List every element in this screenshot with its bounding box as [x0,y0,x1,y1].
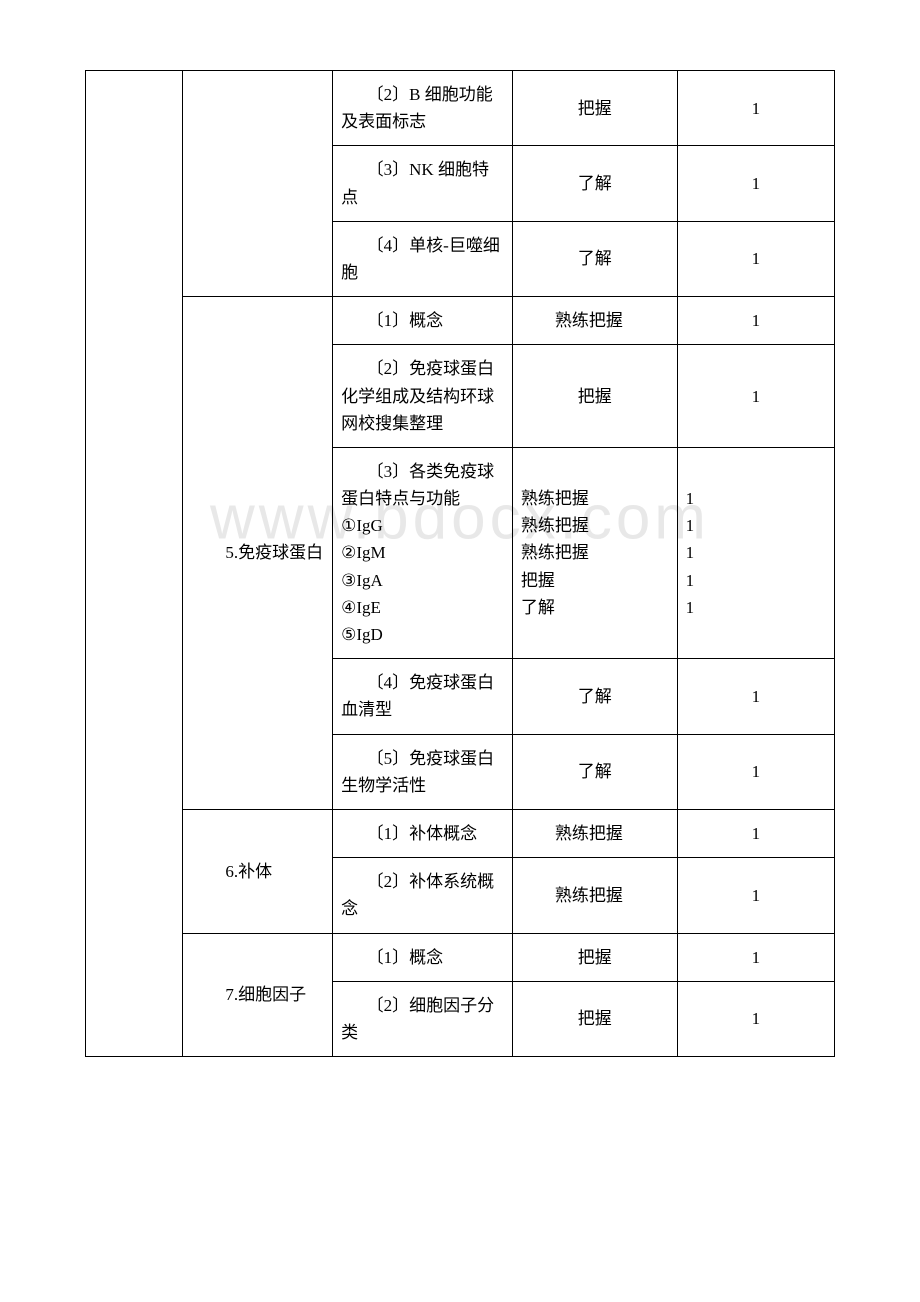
cell-content: 〔1〕补体概念 [333,809,513,857]
cell-subcategory [183,71,333,297]
cell-weight: 1 [677,146,834,221]
cell-level: 了解 [512,146,677,221]
table-row: 〔2〕B 细胞功能及表面标志 把握 1 [86,71,835,146]
cell-weight: 1 [677,981,834,1056]
table-row: 7.细胞因子 〔1〕概念 把握 1 [86,933,835,981]
cell-level: 熟练把握 熟练把握 熟练把握 把握 了解 [512,447,677,658]
cell-content: 〔3〕NK 细胞特点 [333,146,513,221]
cell-subcategory: 7.细胞因子 [183,933,333,1057]
cell-content: 〔2〕免疫球蛋白化学组成及结构环球网校搜集整理 [333,345,513,448]
cell-weight: 1 [677,71,834,146]
cell-weight: 1 [677,297,834,345]
cell-content: 〔2〕B 细胞功能及表面标志 [333,71,513,146]
cell-content: 〔2〕补体系统概念 [333,858,513,933]
cell-weight: 1 [677,221,834,296]
cell-weight: 1 [677,345,834,448]
cell-level: 熟练把握 [512,297,677,345]
cell-content: 〔2〕细胞因子分类 [333,981,513,1056]
cell-content: 〔4〕免疫球蛋白血清型 [333,659,513,734]
cell-level: 把握 [512,933,677,981]
cell-level: 了解 [512,221,677,296]
cell-subcategory: 6.补体 [183,809,333,933]
cell-weight: 1 [677,933,834,981]
cell-level: 熟练把握 [512,858,677,933]
cell-content: 〔4〕单核-巨噬细胞 [333,221,513,296]
cell-weight: 1 1 1 1 1 [677,447,834,658]
cell-level: 了解 [512,659,677,734]
cell-weight: 1 [677,734,834,809]
table-row: 5.免疫球蛋白 〔1〕概念 熟练把握 1 [86,297,835,345]
cell-level: 把握 [512,345,677,448]
cell-level: 熟练把握 [512,809,677,857]
cell-level: 把握 [512,71,677,146]
cell-main-category [86,71,183,1057]
cell-weight: 1 [677,659,834,734]
cell-content: 〔1〕概念 [333,297,513,345]
cell-level: 把握 [512,981,677,1056]
syllabus-table: 〔2〕B 细胞功能及表面标志 把握 1 〔3〕NK 细胞特点 了解 1 〔4〕单… [85,70,835,1057]
cell-content: 〔5〕免疫球蛋白生物学活性 [333,734,513,809]
table-row: 6.补体 〔1〕补体概念 熟练把握 1 [86,809,835,857]
cell-content: 〔1〕概念 [333,933,513,981]
cell-subcategory: 5.免疫球蛋白 [183,297,333,810]
cell-content: 〔3〕各类免疫球蛋白特点与功能 ①IgG ②IgM ③IgA ④IgE ⑤IgD [333,447,513,658]
cell-weight: 1 [677,809,834,857]
cell-level: 了解 [512,734,677,809]
cell-weight: 1 [677,858,834,933]
